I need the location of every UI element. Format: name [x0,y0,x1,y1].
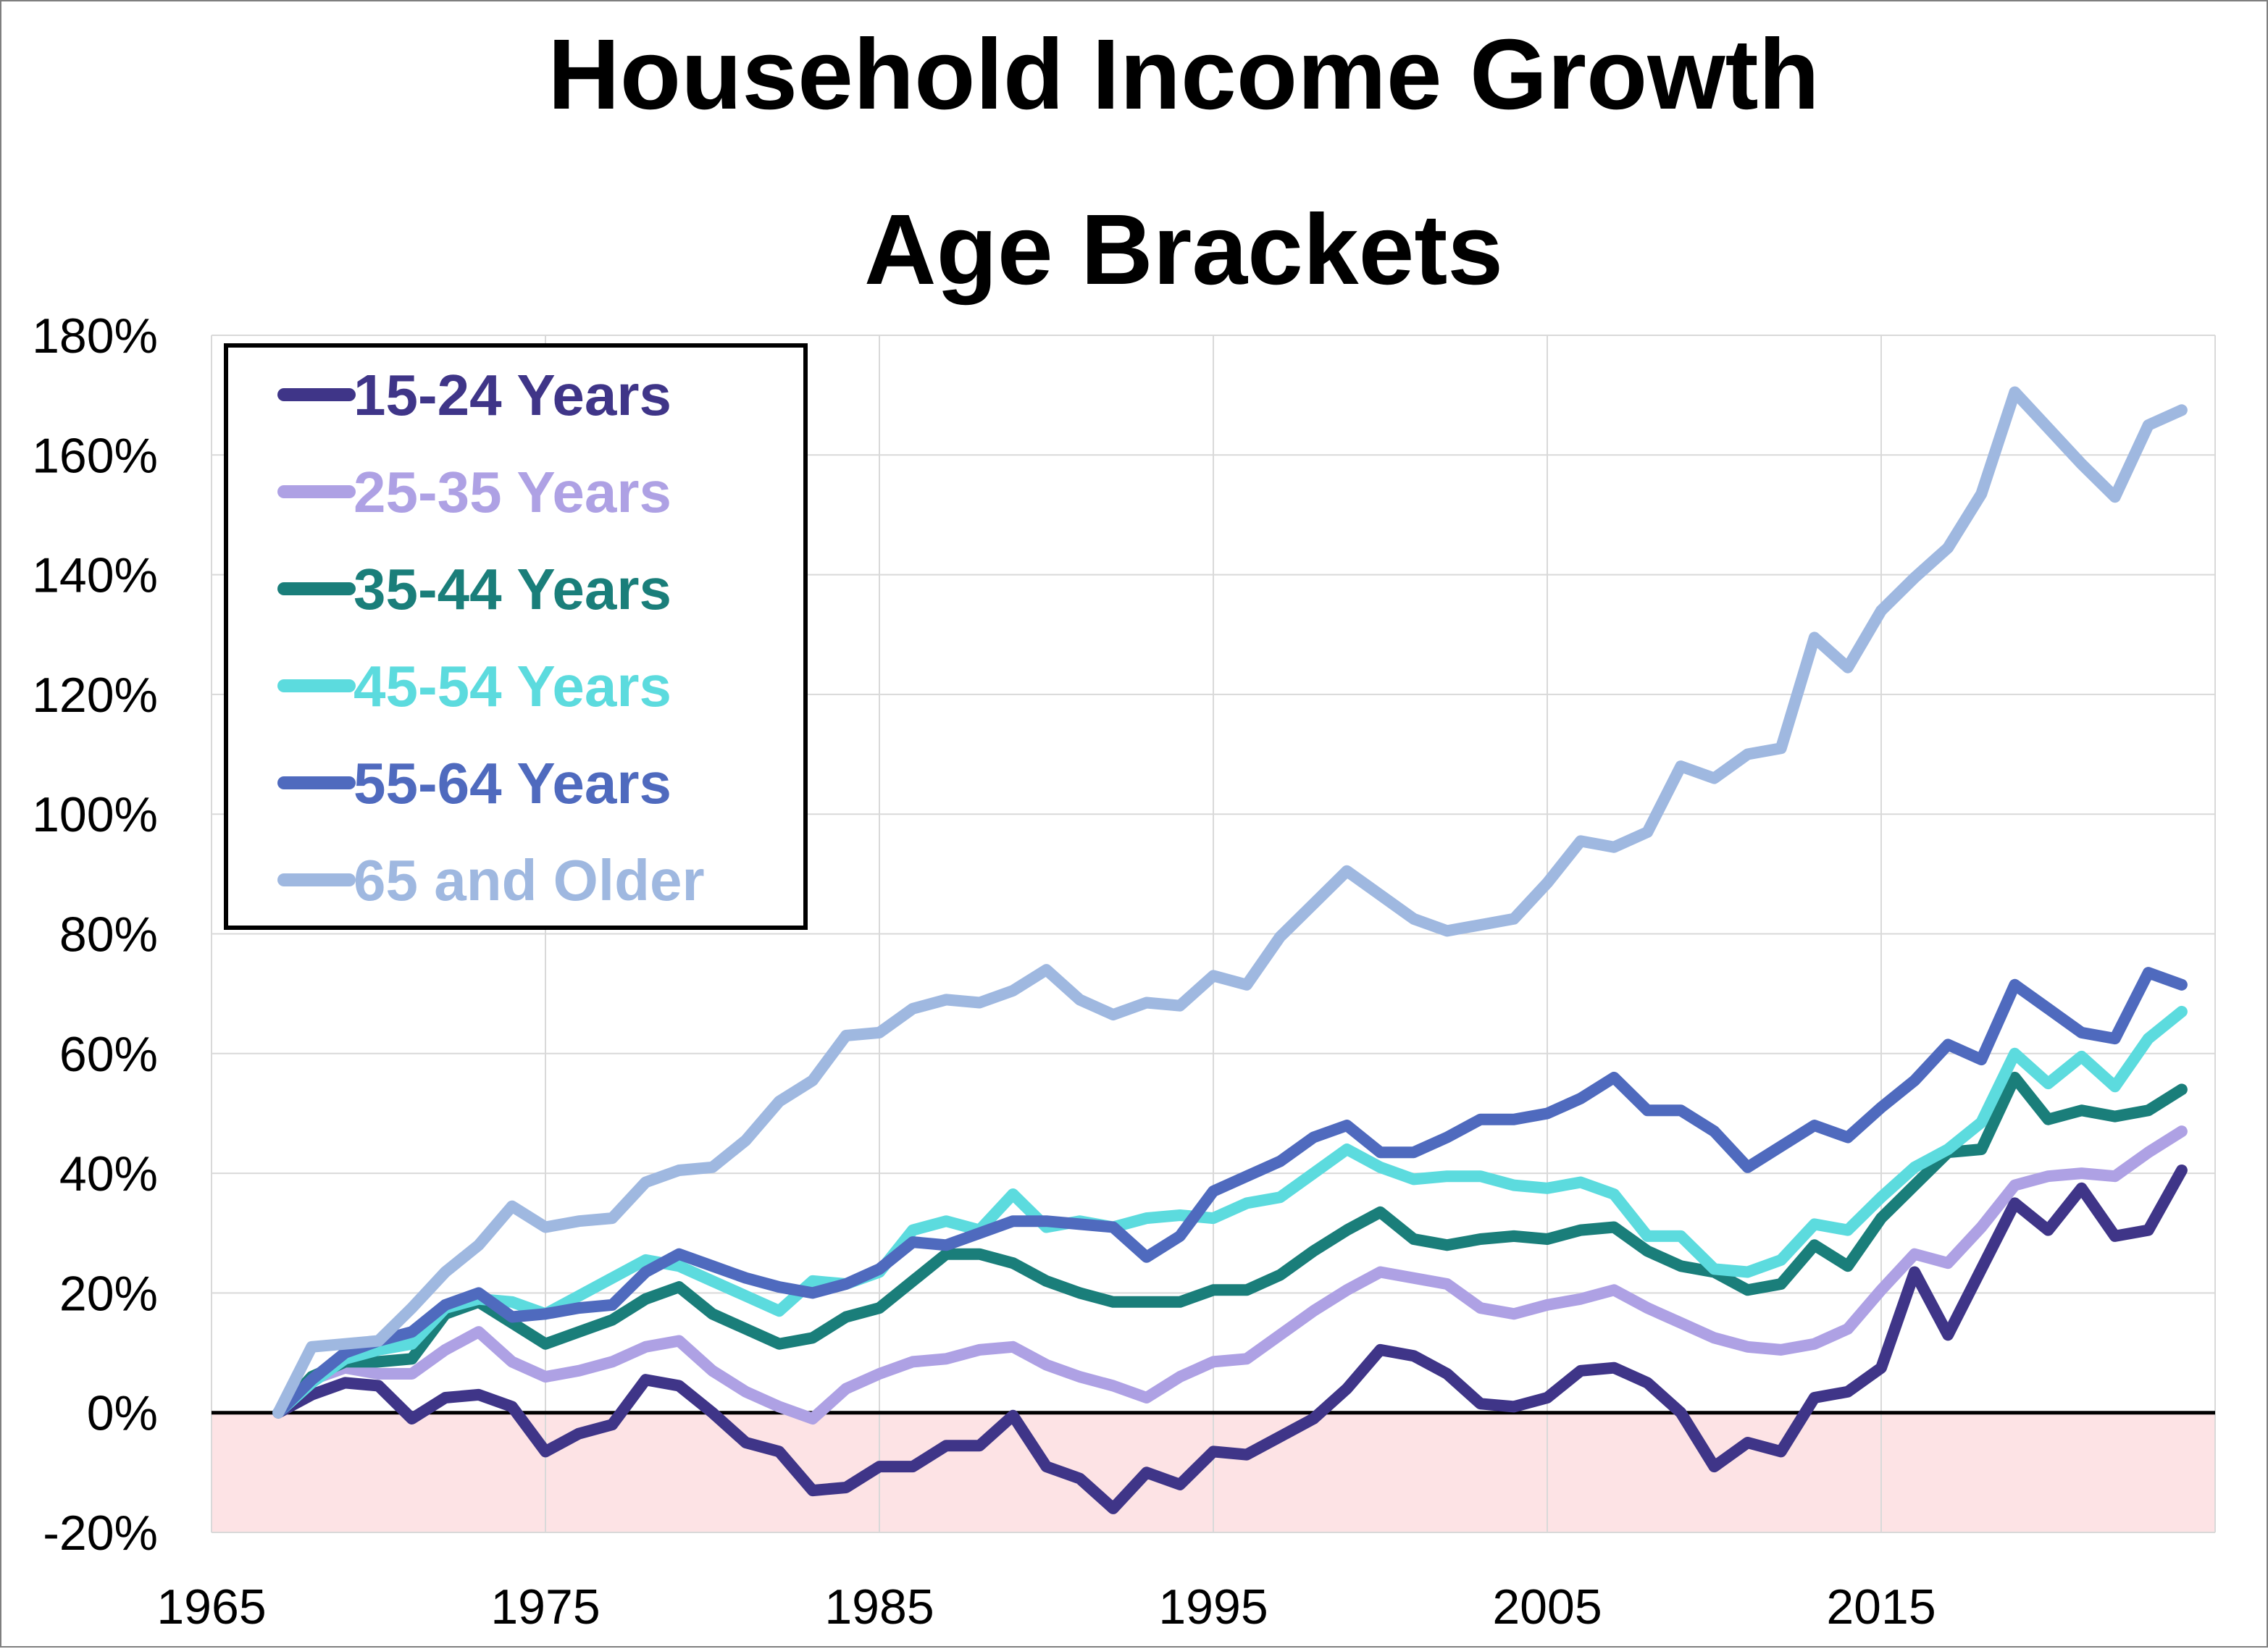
y-tick-label: 140% [32,548,158,603]
y-tick-label: 100% [32,787,158,842]
series-line-4 [272,1005,2188,1419]
x-tick-label: 2015 [1826,1579,1936,1635]
y-tick-label: 180% [32,309,158,364]
x-tick-label: 1975 [490,1579,600,1635]
x-axis-ticks: 1965 1975 1985 1995 2005 2015 [156,1579,1936,1635]
legend-label: 25-35 Years [353,460,671,524]
series-line-6 [272,386,2188,1419]
x-tick-label: 1965 [156,1579,266,1635]
y-tick-label: 20% [59,1266,158,1321]
y-tick-label: 80% [59,907,158,962]
x-tick-label: 1985 [824,1579,934,1635]
legend-box [224,343,808,930]
y-axis-ticks: -20% 0% 20% 40% 60% 80% 100% 120% 140% 160% 180% [32,309,158,1561]
x-tick-label: 2005 [1492,1579,1602,1635]
chart-title: Household Income Growth [548,19,1820,130]
y-tick-label: 60% [59,1027,158,1082]
series-line-1 [272,1165,2188,1514]
y-tick-label: 40% [59,1146,158,1201]
series-lines [272,386,2188,1514]
legend: 15-24 Years 25-35 Years 35-44 Years 45-54 Y… [224,343,808,930]
legend-label: 35-44 Years [353,557,671,621]
series-line-2 [272,1125,2188,1424]
chart-subtitle: Age Brackets [864,194,1503,306]
series-line-3 [272,1071,2188,1419]
series-line-5 [272,967,2188,1419]
y-tick-label: 160% [32,428,158,483]
x-tick-label: 1995 [1158,1579,1268,1635]
legend-label: 15-24 Years [353,363,671,427]
y-tick-label: 0% [87,1386,158,1441]
legend-label: 45-54 Years [353,654,671,718]
legend-label: 65 and Older [353,848,705,912]
y-tick-label: 120% [32,668,158,723]
y-tick-label: -20% [43,1506,158,1561]
legend-label: 55-64 Years [353,751,671,815]
